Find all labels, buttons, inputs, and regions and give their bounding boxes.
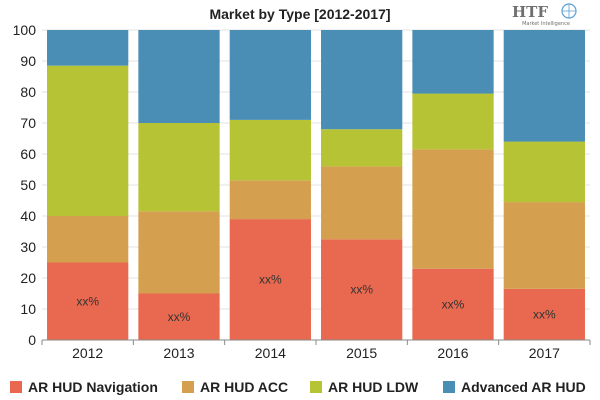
bar-segment [321,129,403,167]
bar-segment [412,30,494,94]
data-label: xx% [259,273,282,287]
bar-segment [229,119,311,181]
x-tick-label: 2014 [255,345,286,361]
legend-swatch [10,381,22,393]
y-tick-label: 0 [28,332,36,348]
data-label: xx% [533,307,556,321]
y-tick-label: 70 [20,115,36,131]
legend-label: Advanced AR HUD [461,379,586,395]
y-tick-label: 50 [20,177,36,193]
chart-title: Market by Type [2012-2017] [209,6,390,22]
legend: AR HUD Navigation AR HUD ACC AR HUD LDW Adv… [10,379,586,395]
bar-segment [138,123,220,212]
bar-segment [138,293,220,340]
logo-text: HTF [512,3,548,21]
bar-segment [47,216,129,263]
bar-segment [229,219,311,340]
legend-item: AR HUD ACC [182,379,288,395]
y-tick-label: 40 [20,208,36,224]
legend-swatch [182,381,194,393]
bar-segment [412,268,494,340]
x-tick-label: 2015 [346,345,377,361]
bar-segment [503,288,585,340]
bar-segment [321,239,403,340]
data-label: xx% [76,294,99,308]
x-tick-label: 2017 [529,345,560,361]
bar-segment [47,262,129,340]
bar-segment [412,93,494,150]
bar-segment [321,30,403,130]
bar-segment [47,65,129,217]
data-label: xx% [350,283,373,297]
bar-segment [503,202,585,289]
bar-segment [412,149,494,269]
legend-item: AR HUD LDW [310,379,419,395]
bar-segment [229,180,311,220]
bar-segment [47,30,129,66]
bar-segment [138,211,220,294]
y-tick-label: 60 [20,146,36,162]
data-label: xx% [168,310,191,324]
y-axis-ticks: 0 10 20 30 40 50 60 70 80 90 100 [13,22,37,348]
y-tick-label: 100 [13,22,37,38]
globe-meridian [562,4,576,18]
legend-swatch [443,381,455,393]
legend-item: AR HUD Navigation [10,379,158,395]
bar-segment [503,30,585,142]
y-tick-label: 80 [20,84,36,100]
x-tick-label: 2013 [163,345,194,361]
bar-segment [229,30,311,120]
x-tick-label: 2016 [437,345,468,361]
htf-logo: HTF Market Intelligence [512,3,577,27]
bar-segment [321,166,403,240]
legend-label: AR HUD Navigation [28,379,158,395]
x-axis-ticks: 2012 2013 2014 2015 2016 2017 [41,340,591,361]
legend-swatch [310,381,322,393]
data-label: xx% [442,297,465,311]
y-tick-label: 30 [20,239,36,255]
bar-segment [503,141,585,203]
y-tick-label: 20 [20,270,36,286]
logo-subtext: Market Intelligence [522,21,570,27]
y-gridlines [42,29,590,310]
bars [47,30,585,340]
legend-item: Advanced AR HUD [443,379,586,395]
y-tick-label: 90 [20,53,36,69]
x-tick-label: 2012 [72,345,103,361]
y-tick-label: 10 [20,301,36,317]
legend-label: AR HUD ACC [200,379,288,395]
data-labels: xx% xx% xx% xx% xx% xx% [76,273,556,324]
legend-label: AR HUD LDW [328,379,419,395]
bar-segment [138,30,220,123]
